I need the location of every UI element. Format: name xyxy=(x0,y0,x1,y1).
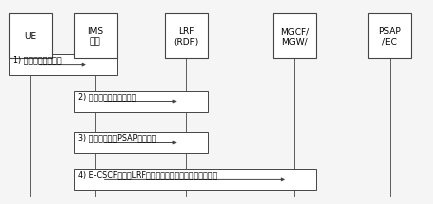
Bar xyxy=(368,14,411,59)
Bar xyxy=(74,92,208,112)
Bar xyxy=(9,14,52,59)
Text: LRF
(RDF): LRF (RDF) xyxy=(174,27,199,46)
Bar xyxy=(165,14,208,59)
Bar xyxy=(74,133,208,153)
Text: MGCF/
MGW/: MGCF/ MGW/ xyxy=(280,27,309,46)
Bar xyxy=(273,14,316,59)
Text: 1) 终端发起紧急会话: 1) 终端发起紧急会话 xyxy=(13,55,61,64)
Text: PSAP
/EC: PSAP /EC xyxy=(378,27,401,46)
Text: IMS
网络: IMS 网络 xyxy=(87,27,103,46)
Text: 2) 如需要，检索终端位置: 2) 如需要，检索终端位置 xyxy=(78,92,136,101)
Text: 4) E-CSCF利用从LRF获取的路由目标建立紧急会话路由: 4) E-CSCF利用从LRF获取的路由目标建立紧急会话路由 xyxy=(78,170,217,178)
Bar xyxy=(9,55,117,75)
Text: 3) 如需要，检索PSAP路由信息: 3) 如需要，检索PSAP路由信息 xyxy=(78,133,156,142)
Bar xyxy=(74,169,316,190)
Text: UE: UE xyxy=(24,32,36,41)
Bar xyxy=(74,14,117,59)
